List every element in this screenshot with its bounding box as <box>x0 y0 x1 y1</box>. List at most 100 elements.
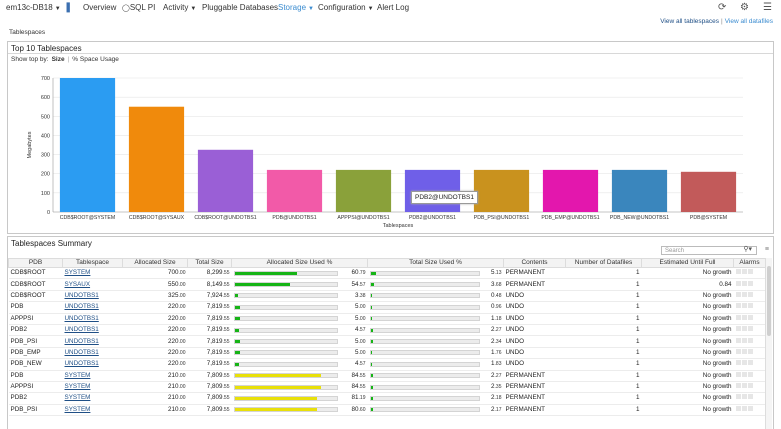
cell-allocated-size: 325.00 <box>122 290 188 303</box>
column-header[interactable]: Contents <box>503 258 566 268</box>
table-row[interactable]: PDB_NEW UNDOTBS1 220.00 7,819.55 4.57 1.83 UND… <box>8 358 766 371</box>
tablespace-link[interactable]: SYSTEM <box>64 405 91 413</box>
table-scrollbar[interactable] <box>765 258 772 429</box>
table-row[interactable]: PDB2 UNDOTBS1 220.00 7,819.55 4.57 2.27 UNDO 1 N… <box>8 324 766 337</box>
total-used-bar <box>369 384 480 390</box>
table-row[interactable]: CDB$ROOT SYSAUX 550.00 8,149.55 54.57 3.68 PER… <box>8 278 766 291</box>
column-header[interactable]: Alarms <box>733 258 766 268</box>
bar-9 <box>680 171 737 212</box>
nav-alert-log[interactable]: Alert Log <box>377 3 410 12</box>
alarm-info-icon <box>747 371 753 377</box>
total-used-pct: 2.17 <box>482 405 501 415</box>
scrollbar-thumb[interactable] <box>767 266 771 336</box>
allocated-size-value: 220 <box>168 337 179 345</box>
table-row[interactable]: CDB$ROOT SYSTEM 700.00 8,299.55 60.79 5.13 PER… <box>8 267 766 280</box>
allocated-used-pct-int: 4 <box>355 360 359 368</box>
total-used-pct: 1.18 <box>482 314 501 324</box>
tablespace-link[interactable]: SYSTEM <box>64 383 91 391</box>
cell-total-used-pct: 3.68 <box>367 278 504 291</box>
cell-pdb: CDB$ROOT <box>8 278 63 291</box>
cell-total-size: 7,819.55 <box>187 301 232 314</box>
tablespace-link[interactable]: UNDOTBS1 <box>64 326 99 334</box>
total-size-decimal: .55 <box>222 372 230 379</box>
nav-storage-label: Storage <box>278 3 307 12</box>
nav-sqlpi[interactable]: ◯SQL PI <box>122 3 155 12</box>
table-row[interactable]: APPPSI UNDOTBS1 220.00 7,819.55 5.00 1.18 UNDO… <box>8 313 766 325</box>
y-tick-label: 600 <box>41 95 50 101</box>
refresh-icon[interactable]: ⟳ <box>718 2 727 13</box>
cell-allocated-size: 210.00 <box>122 404 188 417</box>
view-all-datafiles-link[interactable]: View all datafiles <box>724 18 773 25</box>
cell-total-used-pct: 2.27 <box>367 324 504 337</box>
alarm-critical-icon <box>735 303 741 309</box>
column-header[interactable]: PDB <box>8 258 63 268</box>
column-header[interactable]: Allocated Size <box>122 258 188 268</box>
total-used-fill <box>370 283 375 287</box>
nav-overview[interactable]: Overview <box>83 3 117 12</box>
tablespace-link[interactable]: SYSAUX <box>64 280 91 288</box>
table-row[interactable]: PDB SYSTEM 210.00 7,809.55 84.55 2.27 PERMANEN… <box>8 370 766 382</box>
allocated-used-pct-dec: .00 <box>358 338 366 345</box>
nav-configuration[interactable]: Configuration ▼ <box>318 3 374 12</box>
total-used-pct: 0.96 <box>482 302 502 312</box>
hamburger-menu-icon[interactable]: ☰ <box>763 2 772 13</box>
nav-activity[interactable]: Activity ▼ <box>163 3 196 12</box>
table-row[interactable]: PDB2 SYSTEM 210.00 7,809.55 81.19 2.18 PERMANE… <box>8 392 766 405</box>
tablespace-link[interactable]: UNDOTBS1 <box>64 348 99 356</box>
cell-tablespace: UNDOTBS1 <box>62 347 123 360</box>
cell-estimated-until-full: No growth <box>641 358 734 371</box>
alarm-critical-icon <box>735 348 741 354</box>
nav-configuration-label: Configuration <box>318 3 366 12</box>
cell-estimated-until-full: 0.84 <box>641 278 734 291</box>
allocated-used-fill <box>234 362 240 366</box>
nav-activity-label: Activity <box>163 3 189 12</box>
search-input[interactable]: Search ⚲▾ <box>661 246 757 255</box>
allocated-used-pct: 5.00 <box>340 302 365 312</box>
show-by-space-usage[interactable]: % Space Usage <box>72 56 119 63</box>
tablespace-link[interactable]: UNDOTBS1 <box>64 337 99 345</box>
allocated-size-value: 210 <box>168 394 179 402</box>
search-icon[interactable]: ⚲▾ <box>743 246 752 253</box>
cell-total-used-pct: 2.34 <box>367 335 504 348</box>
tablespace-link[interactable]: SYSTEM <box>64 394 91 402</box>
tablespace-link[interactable]: SYSTEM <box>64 371 91 379</box>
column-header[interactable]: Allocated Size Used % <box>231 258 368 268</box>
view-all-tablespaces-link[interactable]: View all tablespaces <box>660 18 719 25</box>
tablespace-link[interactable]: UNDOTBS1 <box>64 314 99 322</box>
table-row[interactable]: CDB$ROOT UNDOTBS1 325.00 7,924.55 3.38 0.48 UN… <box>8 290 766 303</box>
allocated-size-decimal: .00 <box>178 304 186 311</box>
allocated-used-pct-int: 5 <box>355 348 359 356</box>
column-header[interactable]: Total Size <box>187 258 232 268</box>
column-header[interactable]: Number of Datafiles <box>565 258 642 268</box>
cell-contents: UNDO <box>503 301 566 314</box>
show-by-size[interactable]: Size <box>51 56 65 63</box>
total-size-decimal: .55 <box>222 338 230 345</box>
gear-icon[interactable]: ⚙ <box>740 2 749 13</box>
cell-total-size: 7,809.55 <box>187 404 232 417</box>
table-row[interactable]: PDB_PSI UNDOTBS1 220.00 7,819.55 5.00 2.34 UND… <box>8 335 766 348</box>
tablespace-link[interactable]: UNDOTBS1 <box>64 360 99 368</box>
column-header[interactable]: Tablespace <box>62 258 123 268</box>
allocated-used-pct-int: 4 <box>355 326 359 334</box>
allocated-used-pct: 4.57 <box>340 359 365 369</box>
y-tick-label: 700 <box>41 76 50 82</box>
column-header[interactable]: Total Size Used % <box>367 258 504 268</box>
allocated-used-bar <box>233 304 338 310</box>
nav-pluggable-databases[interactable]: Pluggable Databases <box>202 3 279 12</box>
table-row[interactable]: PDB_PSI SYSTEM 210.00 7,809.55 80.60 2.17 PERM… <box>8 404 766 417</box>
total-used-pct: 0.48 <box>482 291 501 301</box>
column-header[interactable]: Estimated Until Full <box>641 258 734 268</box>
table-row[interactable]: PDB UNDOTBS1 220.00 7,819.55 5.00 0.96 UNDO 1 No… <box>8 301 766 314</box>
tablespace-link[interactable]: SYSTEM <box>64 269 91 277</box>
table-row[interactable]: PDB_EMP UNDOTBS1 220.00 7,819.55 5.00 1.76 UND… <box>8 347 766 360</box>
total-used-pct-dec: .96 <box>494 304 502 311</box>
table-row[interactable]: APPPSI SYSTEM 210.00 7,809.55 84.55 2.35 PERMA… <box>8 381 766 394</box>
total-size-value: 7,819 <box>206 303 223 311</box>
column-settings-icon[interactable]: ≡ <box>764 246 769 253</box>
target-menu[interactable]: em13c-DB18 ▼ <box>6 3 61 12</box>
nav-storage[interactable]: Storage ▼ <box>278 3 314 12</box>
tablespace-link[interactable]: UNDOTBS1 <box>64 303 99 311</box>
total-used-fill <box>370 317 372 321</box>
tablespace-link[interactable]: UNDOTBS1 <box>64 291 99 299</box>
allocated-used-pct-int: 80 <box>351 405 359 413</box>
